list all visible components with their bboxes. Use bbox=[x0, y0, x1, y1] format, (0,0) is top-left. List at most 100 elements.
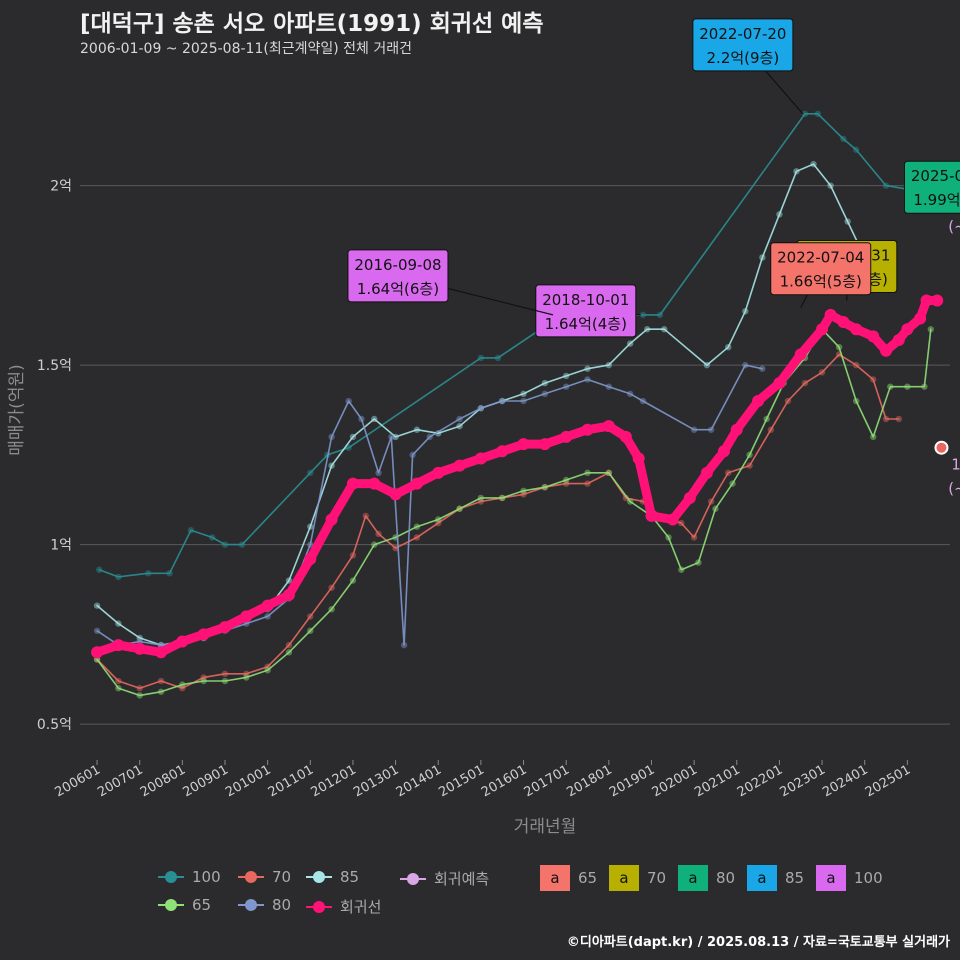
data-point-s80-25 bbox=[584, 376, 591, 383]
data-point-s65-20 bbox=[520, 487, 527, 494]
legend-label: 70 bbox=[272, 868, 292, 886]
legend-label: 회귀선 bbox=[340, 898, 382, 916]
data-point-s70-41 bbox=[882, 415, 890, 423]
data-point-reg-7 bbox=[240, 610, 253, 623]
data-point-s85-35 bbox=[827, 182, 834, 189]
data-point-s100-14 bbox=[639, 311, 647, 319]
data-point-s65-39 bbox=[870, 433, 877, 441]
x-tick-label-12: 201801 bbox=[564, 762, 614, 800]
data-point-s65-5 bbox=[200, 677, 207, 685]
data-point-reg-22 bbox=[560, 430, 573, 443]
annotation-date-1: 2025-01-21 bbox=[911, 167, 960, 185]
legend-item-3: 회귀예측 bbox=[400, 868, 489, 889]
data-point-reg-39 bbox=[850, 323, 863, 336]
data-point-s65-16 bbox=[435, 516, 442, 523]
data-point-s80-16 bbox=[400, 641, 408, 649]
data-point-reg-5 bbox=[197, 628, 210, 641]
legend-box-item-3: a 85 bbox=[747, 865, 804, 891]
data-point-s65-38 bbox=[852, 397, 860, 405]
data-point-reg-18 bbox=[474, 452, 487, 465]
data-point-s85-30 bbox=[742, 308, 749, 315]
data-point-s70-12 bbox=[349, 552, 357, 559]
data-point-s85-11 bbox=[328, 462, 335, 469]
legend-swatch-icon bbox=[306, 871, 332, 883]
data-point-s65-33 bbox=[763, 415, 770, 423]
data-point-s65-27 bbox=[665, 534, 672, 541]
data-point-s65-11 bbox=[328, 606, 335, 613]
data-point-s100-5 bbox=[209, 534, 216, 541]
data-point-s85-27 bbox=[661, 326, 668, 333]
data-point-s65-42 bbox=[921, 383, 928, 390]
data-point-s80-15 bbox=[388, 433, 395, 441]
data-point-s85-0 bbox=[93, 602, 101, 609]
legend-swatch-icon bbox=[306, 900, 332, 913]
x-tick-label-19: 202501 bbox=[863, 762, 913, 800]
data-point-s65-23 bbox=[584, 469, 591, 477]
prediction-value-1: 12,700 bbox=[951, 456, 960, 474]
data-point-s65-17 bbox=[456, 505, 463, 512]
data-point-reg-13 bbox=[368, 477, 381, 490]
legend-box-swatch: a bbox=[540, 865, 570, 891]
legend-swatch-icon bbox=[158, 871, 184, 883]
data-point-reg-46 bbox=[931, 294, 944, 307]
y-tick-label-0: 0.5억 bbox=[37, 717, 72, 733]
y-tick-label-3: 2억 bbox=[50, 179, 72, 195]
legend-box-label: 85 bbox=[785, 869, 805, 887]
x-tick-label-3: 200901 bbox=[181, 762, 231, 800]
data-point-s85-1 bbox=[115, 620, 122, 627]
data-point-s80-21 bbox=[499, 397, 506, 405]
data-point-s70-33 bbox=[746, 462, 753, 469]
data-point-s85-25 bbox=[626, 340, 634, 347]
legend-box-label: 100 bbox=[854, 869, 883, 887]
x-tick-label-1: 200701 bbox=[95, 762, 145, 800]
data-point-s80-13 bbox=[358, 415, 365, 423]
data-point-s100-19 bbox=[852, 146, 860, 153]
legend-box-swatch: a bbox=[678, 865, 708, 891]
data-point-s70-21 bbox=[520, 491, 527, 498]
data-point-reg-30 bbox=[700, 466, 713, 479]
data-point-s70-36 bbox=[801, 379, 809, 387]
data-point-s70-15 bbox=[392, 545, 399, 552]
legend-box-swatch: a bbox=[816, 865, 846, 891]
chart-subtitle: 2006-01-09 ~ 2025-08-11(최근계약일) 전체 거래건 bbox=[80, 41, 412, 57]
data-point-reg-40 bbox=[867, 330, 880, 343]
legend-box-label: 80 bbox=[716, 869, 736, 887]
annotation-date-5: 2022-07-04 bbox=[777, 249, 864, 267]
data-point-reg-23 bbox=[581, 423, 594, 436]
data-point-s70-26 bbox=[622, 494, 630, 502]
data-point-reg-43 bbox=[901, 323, 914, 336]
data-point-s70-4 bbox=[179, 685, 186, 692]
y-tick-label-1: 1억 bbox=[50, 538, 72, 554]
data-point-reg-3 bbox=[155, 646, 168, 659]
data-point-s70-35 bbox=[784, 397, 792, 405]
y-tick-label-2: 1.5억 bbox=[37, 358, 72, 374]
data-point-s70-16 bbox=[413, 534, 421, 541]
data-point-s65-19 bbox=[499, 494, 506, 502]
data-point-reg-1 bbox=[112, 639, 125, 652]
x-axis-title: 거래년월 bbox=[514, 817, 577, 837]
annotation-price-5: 1.66억(5층) bbox=[780, 273, 862, 291]
data-point-s100-18 bbox=[840, 135, 847, 143]
data-point-s70-7 bbox=[243, 670, 250, 678]
data-point-s85-31 bbox=[759, 254, 766, 261]
data-point-s100-7 bbox=[238, 541, 246, 548]
data-point-s65-9 bbox=[285, 649, 293, 656]
x-tick-label-17: 202301 bbox=[778, 762, 828, 800]
data-point-s70-30 bbox=[690, 534, 698, 541]
prediction-point-1 bbox=[934, 440, 949, 455]
data-point-s65-4 bbox=[179, 681, 186, 688]
data-point-reg-12 bbox=[346, 477, 359, 490]
data-point-s65-7 bbox=[243, 674, 250, 681]
data-point-s80-22 bbox=[520, 397, 527, 405]
legend-item-6: 회귀선 bbox=[306, 896, 381, 917]
data-point-reg-37 bbox=[824, 308, 837, 321]
data-point-reg-33 bbox=[752, 395, 765, 408]
data-point-s80-26 bbox=[605, 383, 613, 390]
data-point-s100-3 bbox=[166, 570, 173, 577]
legend-item-1: 70 bbox=[238, 868, 291, 886]
data-point-s85-24 bbox=[605, 361, 613, 369]
data-point-s85-13 bbox=[371, 415, 378, 423]
data-point-reg-11 bbox=[325, 513, 338, 526]
data-point-s65-32 bbox=[746, 451, 753, 459]
data-point-s80-11 bbox=[328, 433, 335, 441]
